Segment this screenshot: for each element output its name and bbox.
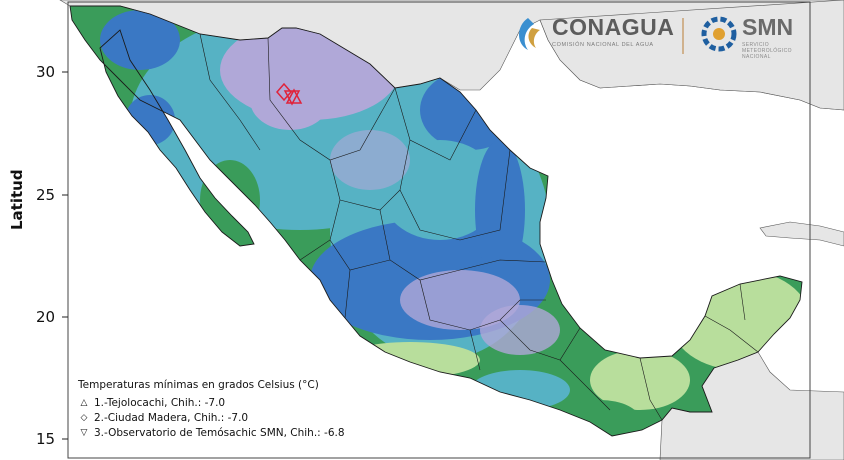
station-markers bbox=[276, 82, 303, 106]
y-tick-label: 25 bbox=[36, 186, 56, 204]
smn-logo-text: SMN bbox=[742, 14, 794, 40]
legend-item-label: 2.-Ciudad Madera, Chih.: -7.0 bbox=[94, 412, 249, 424]
legend-item: ▽ 3.-Observatorio de Temósachic SMN, Chi… bbox=[78, 426, 408, 441]
station-ciudad-madera-marker bbox=[276, 82, 292, 102]
legend-item-label: 3.-Observatorio de Temósachic SMN, Chih.… bbox=[94, 427, 345, 439]
legend-item-label: 1.-Tejolocachi, Chih.: -7.0 bbox=[94, 397, 226, 409]
state-borders bbox=[199, 33, 759, 421]
smn-logo-icon bbox=[701, 16, 737, 52]
y-axis-label: Latitud bbox=[8, 169, 26, 230]
legend-item: ◇ 2.-Ciudad Madera, Chih.: -7.0 bbox=[78, 411, 408, 426]
diamond-icon: ◇ bbox=[80, 413, 88, 423]
land-gulf-coast bbox=[539, 0, 844, 111]
conagua-logo-text: CONAGUA bbox=[552, 14, 675, 40]
station-temosachic-marker bbox=[283, 90, 301, 106]
legend-title: Temperaturas mínimas en grados Celsius (… bbox=[78, 379, 319, 391]
conagua-logo-icon bbox=[519, 18, 540, 50]
triangle-down-icon: ▽ bbox=[80, 428, 88, 438]
y-tick-label: 30 bbox=[36, 63, 56, 81]
triangle-up-icon: △ bbox=[80, 398, 88, 408]
y-tick-label: 15 bbox=[36, 430, 56, 448]
y-axis-ticks bbox=[62, 71, 68, 440]
legend-item: △ 1.-Tejolocachi, Chih.: -7.0 bbox=[78, 396, 408, 411]
conagua-logo-subtitle: COMISIÓN NACIONAL DEL AGUA bbox=[552, 42, 654, 48]
y-tick-label: 20 bbox=[36, 308, 56, 326]
land-cuba bbox=[759, 221, 844, 247]
station-tejolocachi-marker bbox=[285, 88, 303, 104]
legend: Temperaturas mínimas en grados Celsius (… bbox=[78, 378, 408, 441]
smn-logo-subtitle: SERVICIO METEOROLÓGICO NACIONAL bbox=[742, 42, 792, 60]
